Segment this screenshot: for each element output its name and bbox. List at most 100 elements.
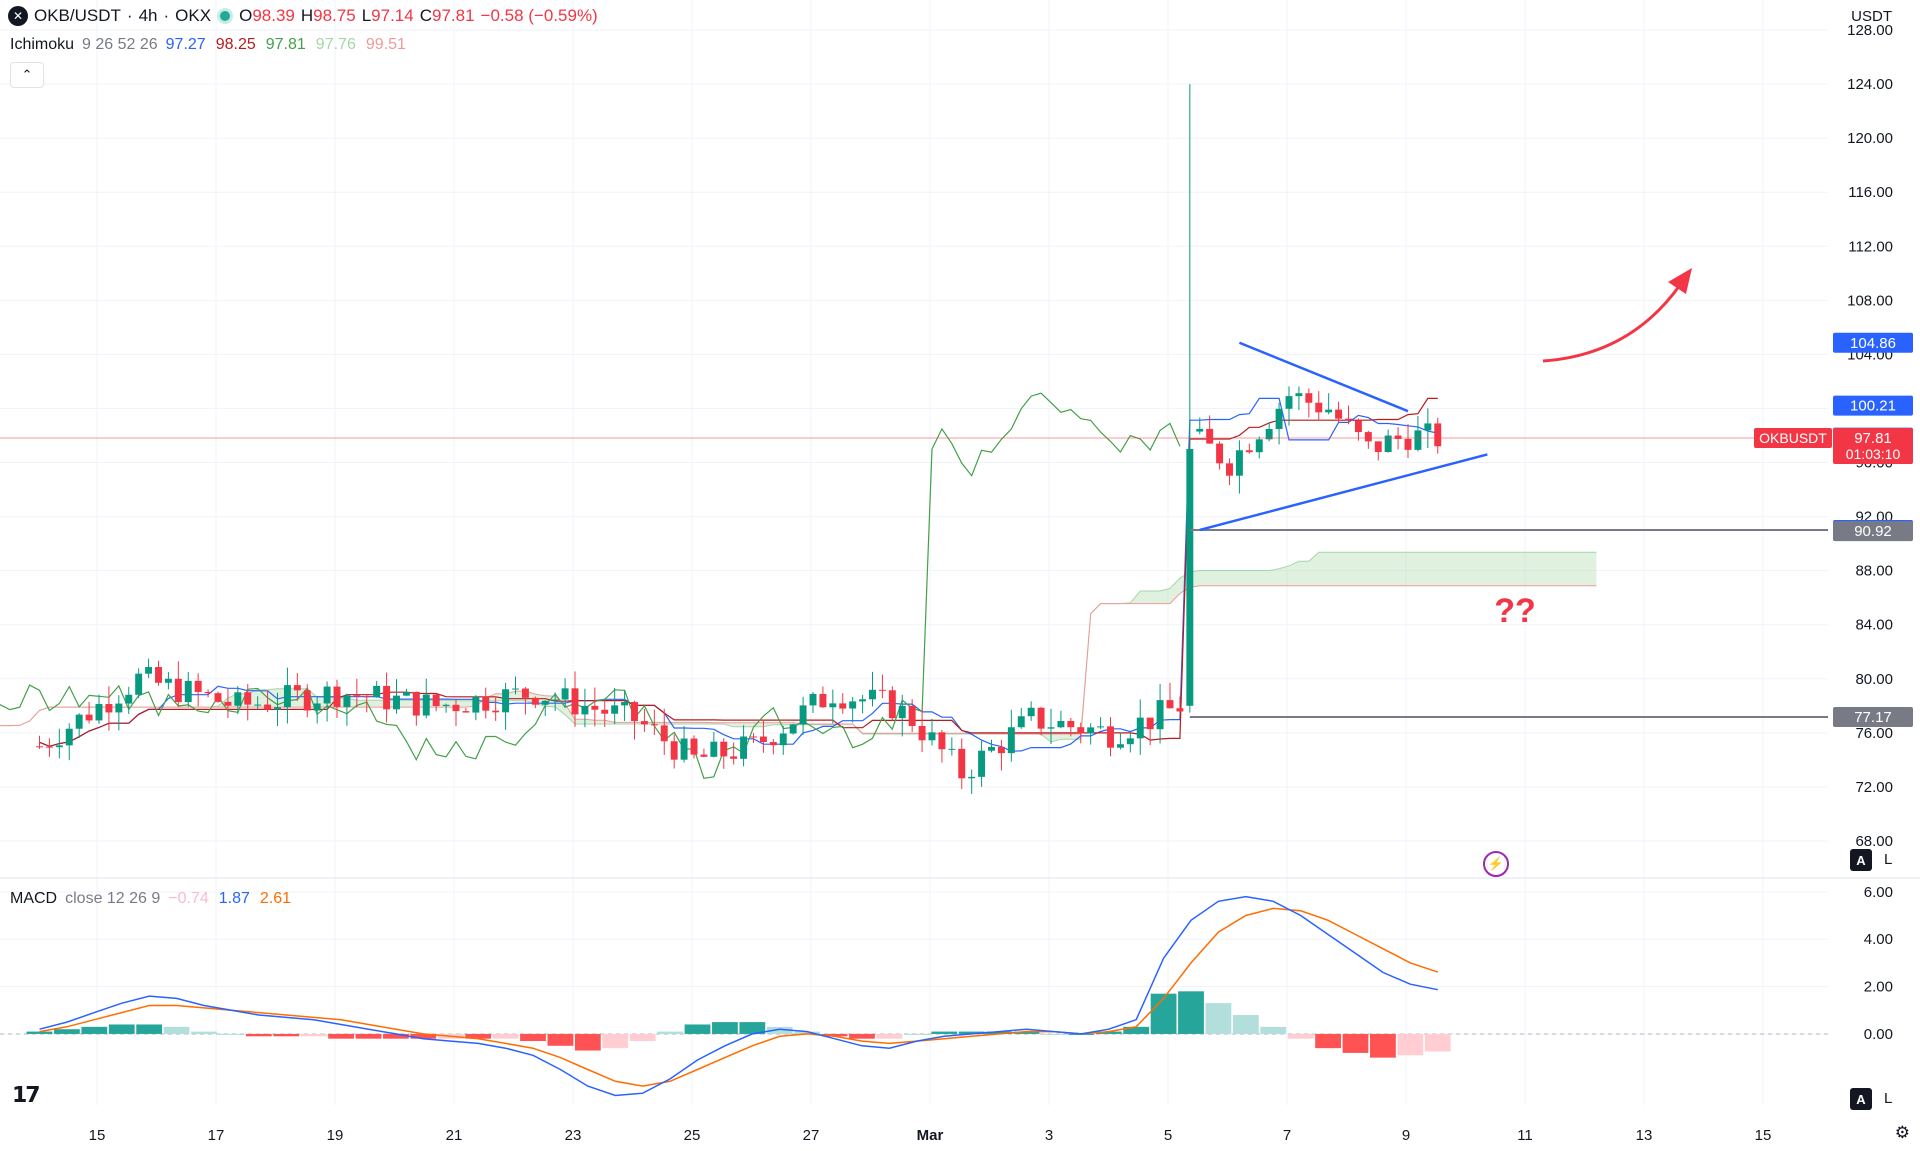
candle-body <box>978 750 986 777</box>
price-tick-label: 120.00 <box>1847 130 1893 147</box>
macd-histogram-bar <box>657 1031 683 1034</box>
senkou-span-b <box>0 585 1597 735</box>
price-tag-bg <box>1833 707 1913 728</box>
candle <box>551 692 559 712</box>
macd-legend[interactable]: MACD close 12 26 9 −0.74 1.87 2.61 <box>10 890 291 908</box>
candle <box>829 689 837 724</box>
auto-scale-button[interactable]: A <box>1850 849 1872 871</box>
candle-body <box>1037 707 1045 729</box>
candle <box>591 687 599 727</box>
candle-body <box>1047 727 1055 729</box>
macd-histogram-bar <box>1397 1033 1424 1056</box>
candle-body <box>135 673 143 695</box>
ichimoku-legend[interactable]: Ichimoku 9 26 52 26 97.27 98.25 97.81 97.76… <box>10 36 406 54</box>
candle-body <box>164 678 172 683</box>
collapse-legend-button[interactable]: ⌃ <box>10 62 44 88</box>
candle-body <box>323 686 331 704</box>
candle-body <box>908 705 916 726</box>
candle-body <box>621 702 629 706</box>
macd-histogram-bar <box>712 1022 738 1034</box>
candle <box>214 691 222 703</box>
candle-body <box>502 689 510 713</box>
candle-body <box>789 724 797 734</box>
candle-body <box>1097 726 1105 728</box>
candle-body <box>224 701 232 706</box>
lightning-icon[interactable]: ⚡ <box>1483 851 1509 877</box>
breakout-arrow <box>1542 284 1682 363</box>
candle-body <box>928 732 936 741</box>
candle <box>393 679 400 714</box>
triangle-upper-line <box>1238 341 1409 413</box>
change-value: −0.58 (−0.59%) <box>480 6 598 25</box>
price-tick-label: 84.00 <box>1855 617 1893 634</box>
macd-histogram-bar <box>520 1033 546 1042</box>
timeframe[interactable]: 4h <box>138 6 158 25</box>
candle-body <box>740 736 748 759</box>
candle-body <box>95 704 103 721</box>
high-value: 98.75 <box>313 6 356 25</box>
candle-body <box>958 748 966 779</box>
candle <box>512 676 519 695</box>
candle <box>1335 401 1343 423</box>
tenkan-sen-line <box>39 397 1438 752</box>
candle <box>125 686 133 714</box>
candle <box>1374 441 1382 461</box>
candle-body <box>1295 393 1303 397</box>
candle-body <box>779 733 787 746</box>
candle <box>462 708 470 713</box>
candle-body <box>1245 450 1253 453</box>
candle-body <box>1116 744 1124 748</box>
log-scale-button[interactable]: L <box>1884 851 1893 868</box>
symbol-name[interactable]: OKB/USDT <box>34 6 121 25</box>
candle-body <box>531 697 539 705</box>
x-tick-label: 27 <box>803 1127 820 1144</box>
candle-body <box>869 689 876 700</box>
arrow-head-icon <box>1668 268 1692 294</box>
candle-body <box>690 738 698 755</box>
close-value: 97.81 <box>431 6 475 25</box>
candle-body <box>1027 707 1035 717</box>
candle <box>928 718 936 746</box>
candle <box>1245 443 1253 454</box>
candle <box>1186 84 1194 713</box>
currency-label[interactable]: USDT <box>1851 8 1892 25</box>
candle-body <box>1424 423 1432 431</box>
candle <box>135 668 143 698</box>
tradingview-logo-icon[interactable]: 𝟭𝟳 <box>12 1082 41 1107</box>
candle <box>1285 386 1293 426</box>
macd-histogram-bar <box>849 1033 875 1039</box>
price-tag-label: 100.21 <box>1850 398 1896 415</box>
candle <box>710 731 718 758</box>
question-annotation: ?? <box>1494 592 1536 630</box>
macd-histogram-bar <box>54 1029 80 1034</box>
candle <box>1037 706 1045 736</box>
gear-icon[interactable]: ⚙ <box>1894 1123 1910 1142</box>
chikou-span-line <box>0 392 1181 779</box>
candle-body <box>839 703 847 709</box>
candle <box>373 680 381 698</box>
macd-auto-scale-button[interactable]: A <box>1850 1088 1872 1110</box>
candle-body <box>1434 423 1442 447</box>
candle <box>55 728 63 759</box>
candle-body <box>303 690 311 711</box>
candle-body <box>561 688 569 700</box>
candle <box>155 660 162 686</box>
candle <box>908 699 916 733</box>
candle <box>164 672 172 690</box>
candle <box>690 735 698 759</box>
candle-body <box>65 728 73 746</box>
macd-histogram-bar <box>931 1031 958 1034</box>
candle <box>997 739 1005 771</box>
candle <box>750 733 757 744</box>
price-tick-label: 128.00 <box>1847 22 1893 39</box>
macd-histogram-bar <box>1424 1033 1451 1052</box>
ichimoku-value-3: 97.76 <box>315 36 356 53</box>
candle <box>442 703 450 713</box>
macd-log-scale-button[interactable]: L <box>1884 1090 1893 1107</box>
exchange-name: OKX <box>175 6 212 25</box>
candle-body <box>1146 717 1154 730</box>
candle-body <box>521 688 529 698</box>
macd-histogram-bar <box>602 1033 629 1049</box>
macd-tick-label: 2.00 <box>1864 979 1893 996</box>
